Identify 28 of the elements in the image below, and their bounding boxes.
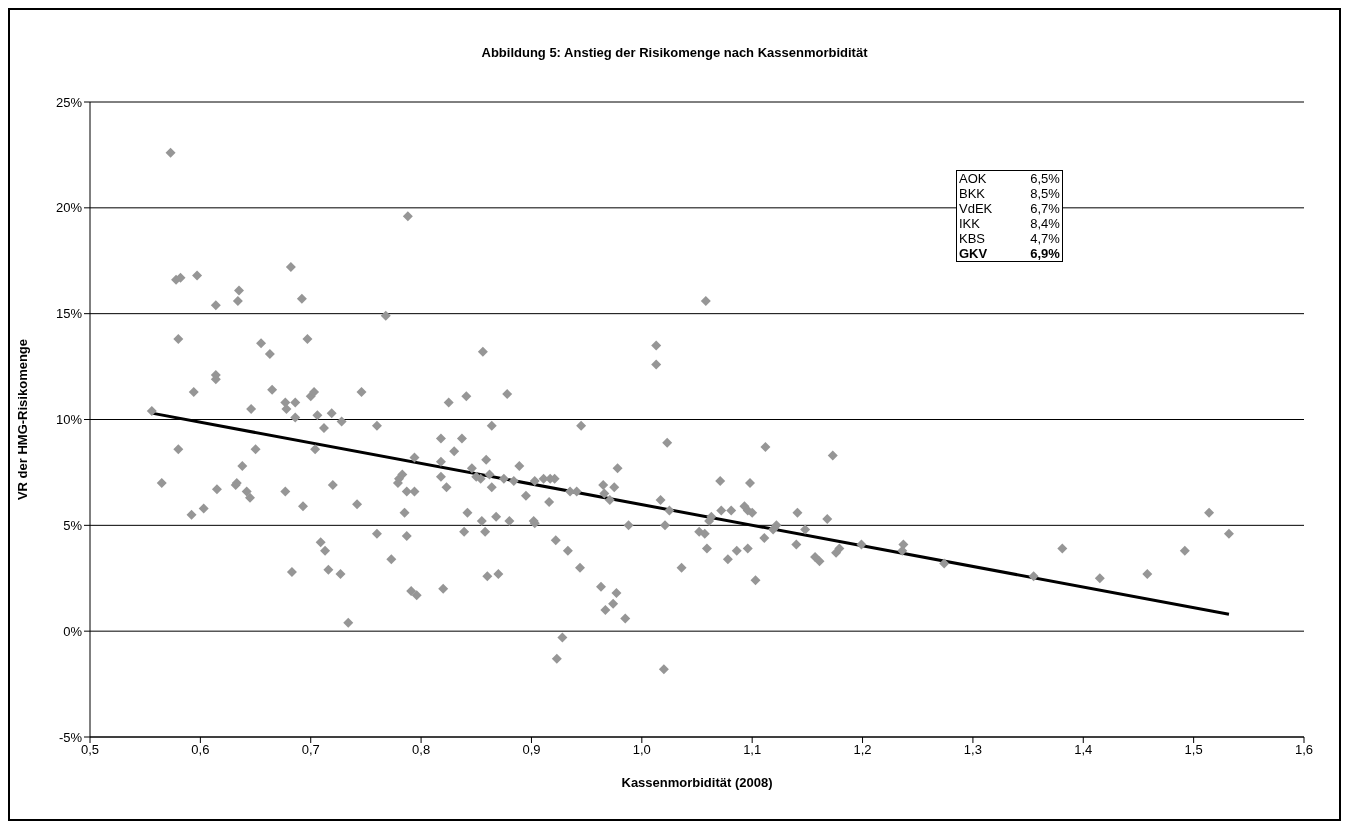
x-tick-label: 1,6	[1294, 742, 1314, 758]
x-tick-label: 0,8	[412, 742, 431, 758]
text: GKV 6,9%	[959, 246, 1060, 261]
x-tick-label: 0,7	[301, 742, 320, 758]
text: VdEK 6,7%	[959, 201, 1060, 216]
y-tick-label: 20%	[55, 200, 83, 216]
y-tick-label: 15%	[55, 306, 83, 322]
chart-title: Abbildung 5: Anstieg der Risikomenge nach Kassenmorbidität	[480, 45, 869, 60]
y-tick-label: 10%	[55, 412, 83, 428]
x-tick-label: 0,5	[80, 742, 100, 758]
x-axis-title: Kassenmorbidität (2008)	[621, 775, 773, 790]
text: IKK 8,4%	[959, 216, 1060, 231]
y-tick-label: 5%	[63, 517, 83, 533]
y-axis-title: VR der HMG-Risikomenge	[14, 338, 30, 501]
x-tick-label: 0,9	[522, 742, 541, 758]
text: KBS 4,7%	[959, 231, 1060, 246]
x-tick-label: 1,1	[743, 742, 762, 758]
x-tick-label: 0,6	[191, 742, 210, 758]
x-tick-label: 1,4	[1074, 742, 1093, 758]
text: BKK 8,5%	[959, 186, 1060, 201]
x-tick-label: 1,2	[853, 742, 872, 758]
x-tick-label: 1,3	[963, 742, 982, 758]
x-tick-label: 1,5	[1184, 742, 1203, 758]
x-tick-label: 1,0	[632, 742, 651, 758]
y-tick-label: -5%	[58, 729, 83, 745]
y-tick-label: 0%	[63, 623, 83, 639]
y-tick-label: 25%	[55, 94, 83, 110]
text: AOK 6,5%	[959, 171, 1060, 186]
